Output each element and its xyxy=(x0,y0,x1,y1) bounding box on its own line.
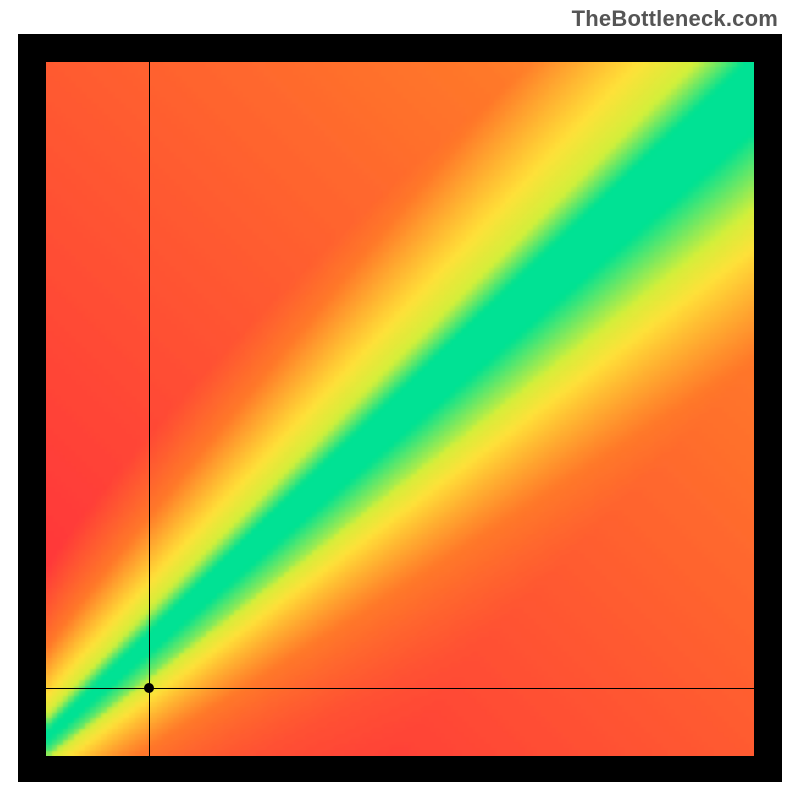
plot-frame xyxy=(18,34,782,782)
watermark-text: TheBottleneck.com xyxy=(572,6,778,32)
crosshair-vertical xyxy=(149,62,150,756)
crosshair-marker xyxy=(144,683,154,693)
plot-area xyxy=(46,62,754,756)
heatmap-canvas xyxy=(46,62,754,756)
